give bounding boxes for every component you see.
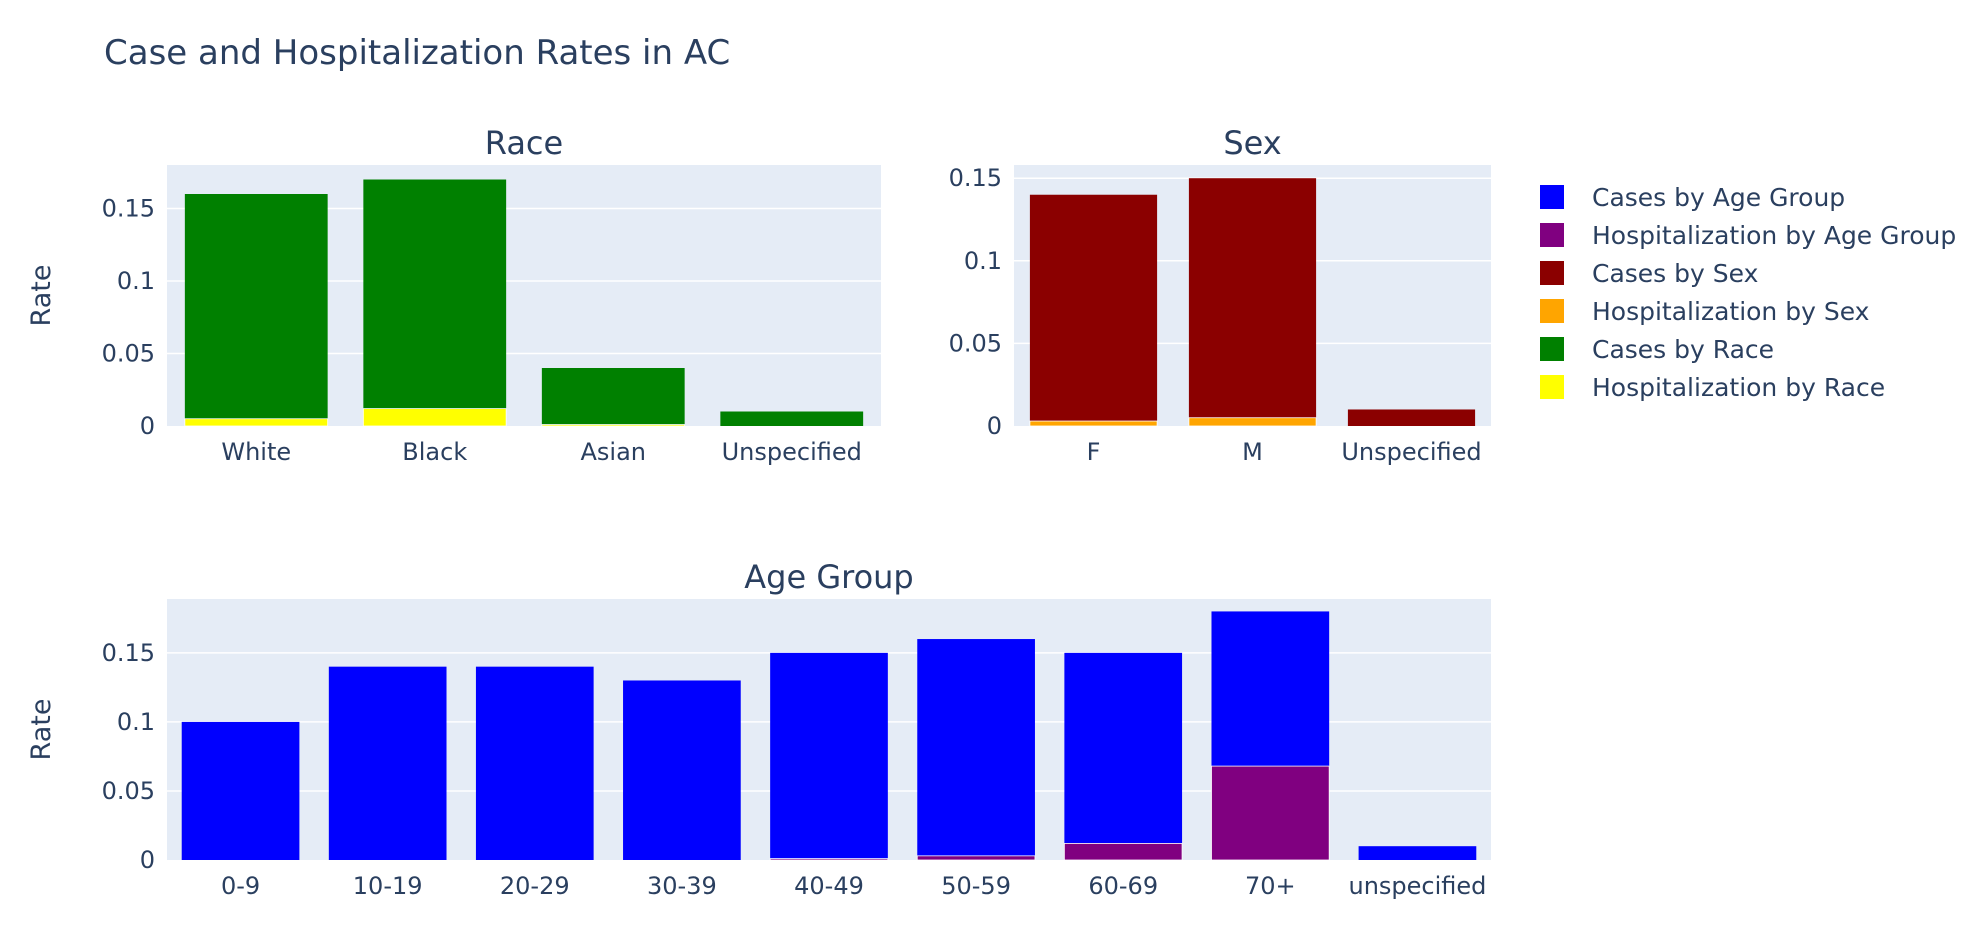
legend-label: Hospitalization by Race xyxy=(1592,372,1886,402)
legend-swatch xyxy=(1540,299,1564,323)
y-tick-label: 0.15 xyxy=(102,195,155,223)
legend-label: Cases by Age Group xyxy=(1592,182,1846,212)
y-tick-label: 0.15 xyxy=(949,164,1002,192)
legend-item[interactable]: Hospitalization by Age Group xyxy=(1540,216,1956,254)
bar xyxy=(623,680,741,860)
bar xyxy=(1188,178,1317,426)
legend-item[interactable]: Hospitalization by Race xyxy=(1540,368,1956,406)
x-tick-label: 60-69 xyxy=(1088,872,1158,900)
x-tick-label: 50-59 xyxy=(941,872,1011,900)
y-axis-label: Rate xyxy=(26,265,57,327)
legend-swatch xyxy=(1540,223,1564,247)
y-tick-label: 0 xyxy=(987,412,1002,440)
y-axis-label: Rate xyxy=(26,699,57,761)
bar xyxy=(1063,843,1183,861)
legend-item[interactable]: Cases by Age Group xyxy=(1540,178,1956,216)
legend-item[interactable]: Cases by Sex xyxy=(1540,254,1956,292)
x-tick-label: unspecified xyxy=(1348,872,1486,900)
x-tick-label: 0-9 xyxy=(221,872,260,900)
legend-swatch xyxy=(1540,261,1564,285)
legend-swatch xyxy=(1540,337,1564,361)
bar xyxy=(916,855,1036,861)
bar xyxy=(328,666,447,860)
y-tick-label: 0.1 xyxy=(117,708,155,736)
bar xyxy=(181,721,300,860)
bar xyxy=(1211,765,1330,861)
legend-label: Hospitalization by Sex xyxy=(1592,296,1870,326)
subplot-title: Sex xyxy=(1223,124,1281,162)
legend-label: Cases by Race xyxy=(1592,334,1775,364)
legend-item[interactable]: Hospitalization by Sex xyxy=(1540,292,1956,330)
legend-label: Hospitalization by Age Group xyxy=(1592,220,1957,250)
bar xyxy=(1029,420,1158,427)
bar xyxy=(184,418,329,427)
bar xyxy=(1188,417,1317,427)
bar xyxy=(363,179,507,426)
subplot-2: 0 0.05 0.1 0.15 0-9 10-19 20-29 30-39 40-49 50-59… xyxy=(26,558,1491,900)
bar xyxy=(1358,846,1477,860)
x-tick-label: 20-29 xyxy=(500,872,570,900)
y-tick-label: 0.05 xyxy=(949,329,1002,357)
x-tick-label: 30-39 xyxy=(647,872,717,900)
legend-label: Cases by Sex xyxy=(1592,258,1759,288)
y-tick-label: 0.05 xyxy=(102,777,155,805)
x-tick-label: M xyxy=(1242,438,1263,466)
x-tick-label: White xyxy=(221,438,291,466)
bar xyxy=(475,666,594,860)
y-tick-label: 0.1 xyxy=(117,267,155,295)
bar xyxy=(362,408,507,427)
subplot-title: Age Group xyxy=(744,558,913,596)
subplot-panels: 0 0.05 0.1 0.15 White Black Asian Unspecified Ra… xyxy=(26,124,1491,900)
y-tick-label: 0.1 xyxy=(964,247,1002,275)
x-tick-label: Black xyxy=(402,438,467,466)
y-tick-label: 0.05 xyxy=(102,340,155,368)
bar xyxy=(917,639,1035,860)
subplot-title: Race xyxy=(485,124,563,162)
y-tick-label: 0.15 xyxy=(102,639,155,667)
subplot-1: 0 0.05 0.1 0.15 F M Unspecified Sex xyxy=(949,124,1491,466)
x-tick-label: F xyxy=(1087,438,1101,466)
y-tick-label: 0 xyxy=(140,412,155,440)
x-tick-label: 10-19 xyxy=(353,872,423,900)
bar xyxy=(770,652,888,860)
bar xyxy=(184,194,328,426)
bar xyxy=(1347,409,1476,426)
bar xyxy=(1064,652,1183,860)
x-tick-label: Unspecified xyxy=(1341,438,1481,466)
bar xyxy=(769,858,889,861)
bar xyxy=(541,368,685,426)
x-tick-label: Asian xyxy=(580,438,646,466)
subplot-0: 0 0.05 0.1 0.15 White Black Asian Unspecified Ra… xyxy=(26,124,881,466)
x-tick-label: 40-49 xyxy=(794,872,864,900)
figure-title: Case and Hospitalization Rates in AC xyxy=(104,33,730,73)
legend-swatch xyxy=(1540,185,1564,209)
bar xyxy=(1029,194,1158,426)
x-tick-label: Unspecified xyxy=(722,438,862,466)
x-tick-label: 70+ xyxy=(1245,872,1296,900)
bar xyxy=(720,411,864,426)
chart-legend: Cases by Age Group Hospitalization by Age… xyxy=(1540,178,1956,406)
y-tick-label: 0 xyxy=(140,846,155,874)
legend-swatch xyxy=(1540,375,1564,399)
bar xyxy=(541,424,686,427)
legend-item[interactable]: Cases by Race xyxy=(1540,330,1956,368)
